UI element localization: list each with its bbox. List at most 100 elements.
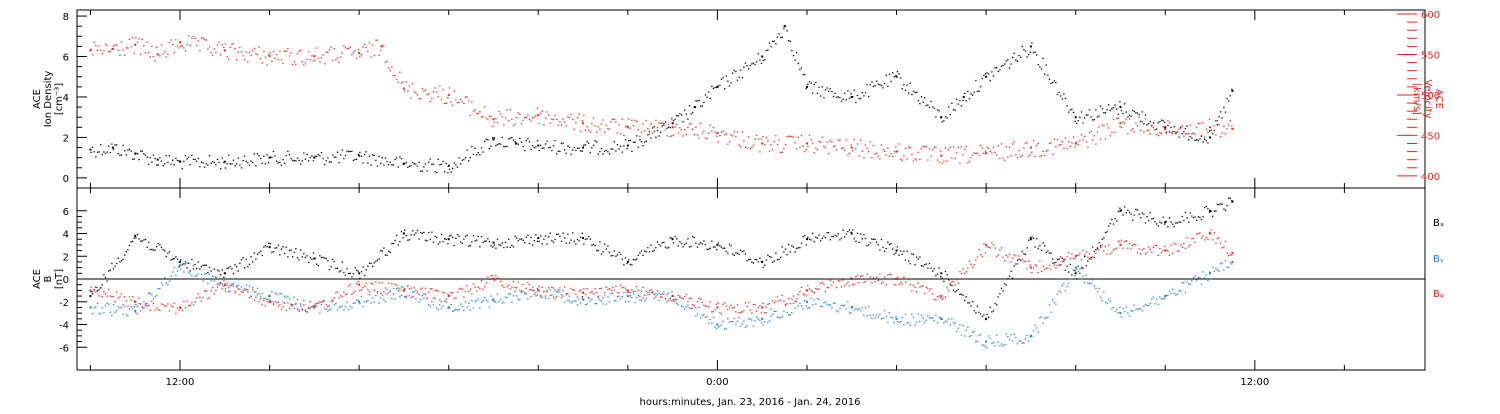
velocity-series-sample	[1116, 117, 1118, 119]
velocity-series-point	[1029, 146, 1032, 149]
by-series-point	[492, 298, 495, 301]
by-series-sample	[997, 341, 999, 343]
density-series-sample	[796, 51, 798, 54]
bx-series-sample	[1221, 203, 1223, 205]
density-series-sample	[600, 147, 603, 150]
by-series-sample	[352, 302, 355, 305]
bx-series-sample	[274, 247, 276, 249]
by-series-sample	[285, 296, 287, 299]
by-series-sample	[778, 316, 780, 319]
bx-series-point	[268, 246, 271, 249]
bz-series-sample	[589, 292, 591, 294]
density-series-sample	[1183, 131, 1185, 133]
velocity-series-sample	[808, 134, 811, 137]
density-series-sample	[1197, 139, 1199, 142]
density-series-sample	[912, 90, 915, 93]
by-series-sample	[752, 325, 755, 327]
bx-series-sample	[666, 247, 668, 249]
bx-series-sample	[1082, 267, 1084, 269]
bx-series-sample	[556, 233, 558, 236]
by-series-sample	[192, 265, 195, 267]
by-series-sample	[1170, 292, 1172, 295]
bx-series-sample	[535, 234, 537, 236]
density-series-sample	[292, 159, 294, 162]
density-series-sample	[375, 159, 377, 161]
density-series-sample	[316, 155, 318, 158]
velocity-series-sample	[564, 121, 566, 123]
bz-series-sample	[1204, 239, 1206, 241]
bx-series-sample	[861, 238, 863, 240]
by-series-sample	[208, 273, 211, 275]
bx-series-sample	[1183, 219, 1185, 222]
bx-series-sample	[980, 313, 982, 315]
bz-series-sample	[400, 294, 403, 297]
density-series-sample	[1149, 120, 1151, 123]
velocity-series-sample	[813, 152, 815, 154]
density-series-sample	[826, 87, 828, 89]
bz-series-sample	[797, 293, 799, 296]
bx-series-sample	[368, 262, 371, 264]
by-series-sample	[90, 306, 92, 309]
bx-series-sample	[1224, 209, 1227, 211]
density-series-sample	[853, 89, 855, 91]
velocity-series-sample	[287, 47, 289, 50]
bx-series-sample	[196, 267, 198, 270]
density-series-sample	[1175, 132, 1177, 135]
bz-series-sample	[340, 295, 342, 297]
bz-series-sample	[965, 270, 967, 273]
bz-series-point	[716, 306, 719, 309]
velocity-series-sample	[103, 50, 105, 52]
velocity-series-sample	[376, 39, 379, 41]
bz-series-sample	[760, 312, 763, 314]
bx-series-sample	[1226, 204, 1228, 207]
bz-series-sample	[397, 290, 399, 292]
density-series-sample	[730, 82, 732, 84]
by-series-sample	[660, 293, 662, 296]
bx-series-sample	[644, 250, 646, 252]
density-series-sample	[456, 166, 459, 168]
by-series-sample	[973, 330, 975, 333]
bz-series-sample	[303, 303, 305, 306]
velocity-series-sample	[228, 58, 230, 60]
by-series-sample	[1047, 316, 1049, 318]
velocity-series-sample	[834, 145, 836, 147]
density-series-sample	[1202, 141, 1204, 143]
velocity-series-sample	[1093, 135, 1095, 137]
bz-series-sample	[300, 305, 302, 307]
bz-series-sample	[245, 288, 247, 291]
bx-series-sample	[636, 258, 638, 260]
bz-series-sample	[464, 290, 467, 293]
by-series-sample	[994, 345, 996, 347]
bx-series-sample	[588, 236, 590, 238]
bz-series-sample	[183, 300, 185, 303]
by-series-sample	[980, 333, 982, 336]
velocity-series-sample	[1133, 131, 1135, 133]
velocity-series-sample	[856, 143, 859, 145]
velocity-series-sample	[842, 147, 844, 149]
density-series-sample	[714, 86, 716, 89]
velocity-series-sample	[797, 136, 799, 139]
by-series-sample	[613, 300, 615, 302]
bz-series-sample	[1159, 247, 1161, 250]
velocity-series-sample	[632, 125, 635, 127]
bx-series-sample	[671, 237, 673, 239]
bx-series-sample	[541, 243, 543, 245]
bx-series-sample	[325, 257, 327, 260]
bx-series-sample	[373, 262, 375, 264]
bx-series-sample	[674, 235, 676, 238]
by-series-sample	[1104, 301, 1107, 303]
density-series-sample	[572, 149, 574, 151]
density-series-sample	[525, 139, 527, 142]
velocity-series-sample	[92, 54, 94, 56]
bz-series-sample	[1207, 238, 1209, 241]
bx-series-sample	[712, 246, 715, 248]
by-series-sample	[1072, 269, 1075, 271]
bx-series-sample	[1172, 223, 1174, 225]
by-series-sample	[1133, 304, 1135, 306]
velocity-series-sample	[720, 131, 723, 133]
density-series-sample	[540, 144, 542, 147]
density-series-sample	[434, 171, 436, 173]
bx-series-sample	[295, 248, 297, 250]
velocity-series-sample	[800, 134, 803, 137]
